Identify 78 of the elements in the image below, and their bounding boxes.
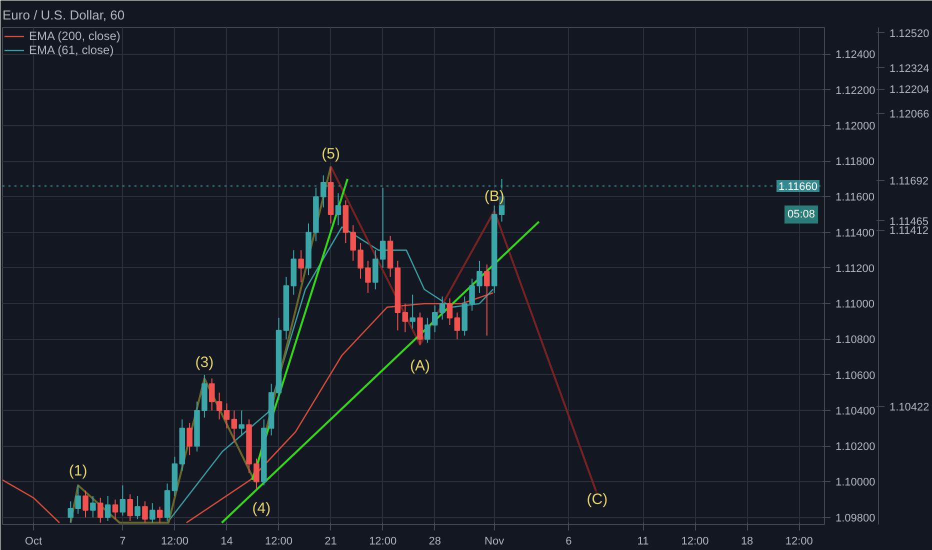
- x-tick-label: 6: [566, 536, 572, 548]
- candlestick: [186, 422, 192, 456]
- ref-line-label: 1.11660: [778, 181, 818, 194]
- x-tick-label: 21: [324, 536, 337, 548]
- candlestick: [417, 312, 423, 346]
- y-tick-label: 1.10400: [836, 405, 876, 418]
- x-tick-label: 11: [637, 536, 649, 548]
- y2-tick-label: 1.11412: [890, 225, 928, 238]
- y-tick-label: 1.12000: [836, 120, 876, 132]
- x-tick-label: 18: [740, 536, 754, 548]
- y-tick-label: 1.11800: [836, 156, 874, 168]
- candlestick: [208, 378, 215, 411]
- y-tick-label: 1.11600: [836, 192, 874, 204]
- legend-label: EMA (61, close): [29, 43, 114, 57]
- x-tick-label: 12:00: [681, 536, 709, 548]
- candlestick: [104, 496, 111, 522]
- y-tick-label: 1.10000: [836, 476, 876, 489]
- candlestick: [254, 458, 260, 490]
- annotation: (3): [195, 354, 214, 371]
- x-tick-label: 14: [220, 536, 233, 548]
- candlestick: [439, 296, 446, 320]
- candlestick: [216, 392, 222, 420]
- y-tick-label: 1.10200: [836, 441, 876, 454]
- y-tick-label: 1.12200: [836, 84, 876, 97]
- candlestick: [97, 497, 104, 524]
- candlestick: [432, 304, 438, 333]
- y-tick-label: 1.10600: [836, 370, 876, 382]
- candlestick: [424, 317, 430, 344]
- candlestick: [224, 402, 230, 429]
- x-tick-label: 7: [120, 536, 126, 548]
- y2-tick-label: 1.12324: [890, 62, 930, 75]
- legend-label: EMA (200, close): [29, 29, 120, 43]
- y-tick-label: 1.09800: [836, 512, 876, 524]
- annotation: (1): [68, 462, 88, 480]
- annotation: (C): [586, 491, 608, 508]
- y-tick-label: 1.11200: [836, 262, 874, 275]
- y2-tick-label: 1.12520: [890, 28, 930, 40]
- x-tick-label: 12:00: [160, 536, 188, 548]
- candlestick: [156, 506, 163, 524]
- annotation: (5): [322, 145, 340, 162]
- candlestick: [454, 312, 460, 340]
- candlestick: [127, 494, 133, 522]
- y-tick-label: 1.11400: [836, 227, 874, 240]
- candlestick: [112, 499, 118, 520]
- x-tick-label: 12:00: [785, 536, 813, 548]
- x-tick-label: 12:00: [265, 536, 293, 548]
- candlestick: [365, 260, 371, 294]
- candlestick: [402, 303, 408, 333]
- y2-tick-label: 1.10422: [890, 402, 930, 414]
- candlestick: [298, 250, 304, 283]
- y-tick-label: 1.12400: [836, 49, 876, 62]
- candlestick: [231, 410, 238, 444]
- candlestick: [410, 294, 416, 330]
- candlestick: [238, 410, 244, 436]
- y-tick-label: 1.10800: [836, 334, 876, 346]
- annotation: (B): [484, 188, 504, 206]
- candlestick: [446, 298, 453, 326]
- y2-tick-label: 1.11692: [890, 175, 928, 188]
- x-tick-label: 12:00: [369, 536, 397, 548]
- candlestick: [484, 264, 490, 336]
- x-tick-label: Oct: [24, 536, 42, 548]
- candlestick: [82, 490, 88, 518]
- candlestick: [335, 192, 342, 226]
- candlestick: [142, 500, 148, 524]
- annotation: (4): [252, 500, 271, 517]
- candlestick: [120, 484, 126, 516]
- annotation: (A): [410, 357, 430, 374]
- y2-tick-label: 1.11465: [890, 216, 928, 228]
- y2-tick-label: 1.12066: [890, 108, 930, 121]
- candlestick: [134, 496, 140, 520]
- y2-tick-label: 1.12204: [890, 84, 930, 96]
- x-tick-label: 28: [428, 536, 442, 548]
- candlestick: [90, 496, 96, 518]
- y-tick-label: 1.11000: [836, 298, 874, 311]
- candlestick: [150, 502, 156, 524]
- annotation: 05:08: [788, 208, 816, 221]
- chart-title: Euro / U.S. Dollar, 60: [2, 8, 125, 22]
- x-tick-label: Nov: [484, 536, 505, 548]
